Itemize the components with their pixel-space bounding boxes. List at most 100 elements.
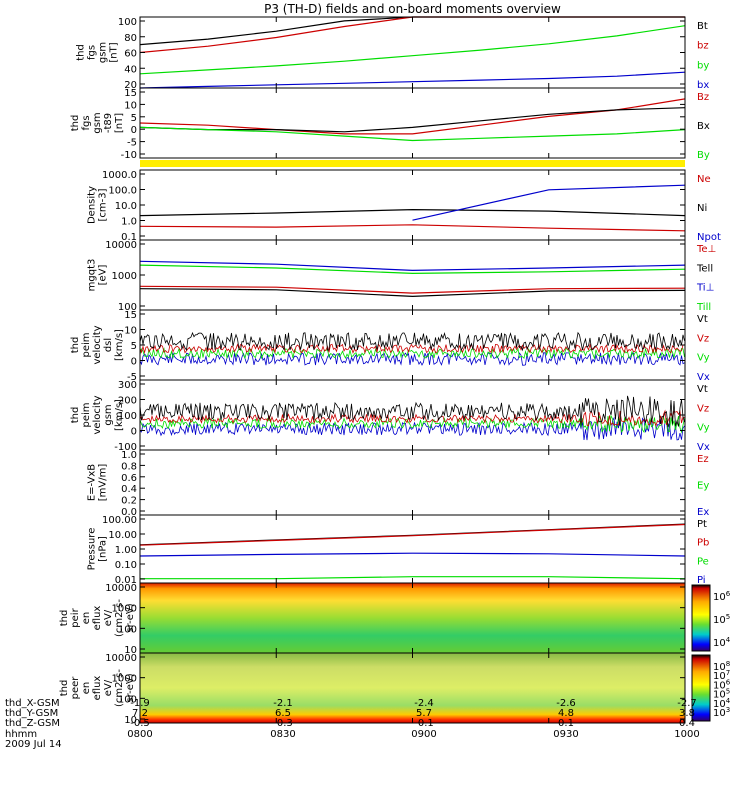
footer-x-value: -2.6 — [556, 698, 576, 709]
panel-frame — [139, 239, 686, 311]
legend-label: Pi — [697, 575, 706, 586]
colorbar-tick-label: 108 — [713, 660, 730, 673]
footer-x-value: -2.4 — [414, 698, 434, 709]
colorbar-tick-label: 105 — [713, 613, 730, 626]
page-title: P3 (TH-D) fields and on-board moments ov… — [264, 2, 561, 16]
y-tick-label: 20 — [124, 80, 137, 91]
y-tick-label: 300 — [118, 380, 137, 391]
legend-label: Vx — [697, 372, 710, 383]
legend-label: Bt — [697, 21, 708, 32]
y-axis-label: E=-VxB[mV/m] — [87, 464, 109, 502]
legend-label: bx — [697, 80, 709, 91]
footer-label-y: thd_Y-GSM — [5, 708, 59, 720]
y-axis-label: thdpeimvelocitydsl[km/s] — [70, 325, 125, 364]
series-line-by — [139, 126, 686, 142]
legend-label: Tell — [696, 263, 713, 274]
footer-time-value: 0830 — [270, 728, 296, 740]
legend-label: Vz — [697, 403, 709, 414]
velocity-trace-green — [139, 347, 685, 360]
legend-label: Ne — [697, 174, 711, 185]
panel-frame — [139, 16, 686, 89]
y-tick-label: 1000 — [112, 271, 137, 282]
y-tick-label: 0 — [131, 125, 137, 136]
footer-label-date: 2009 Jul 14 — [5, 738, 62, 750]
y-tick-label: 1.0 — [121, 450, 137, 461]
y-tick-label: 100 — [118, 17, 137, 28]
footer-z-value: -0.1 — [414, 718, 434, 730]
y-axis-label: Density[cm-3] — [87, 186, 109, 224]
legend-label: Npot — [697, 232, 721, 243]
y-tick-label: -100 — [114, 442, 137, 453]
legend-label: Bz — [697, 92, 709, 103]
y-tick-label: 200 — [118, 396, 137, 407]
panel-frame — [139, 449, 686, 516]
legend-label: Vt — [697, 314, 708, 325]
y-tick-label: 100 — [118, 411, 137, 422]
footer-column: -2.7 3.8 0.4 1000 — [662, 698, 712, 740]
series-line-bx — [139, 107, 686, 133]
legend-label: Bx — [697, 121, 710, 132]
y-tick-label: 0.1 — [121, 232, 137, 243]
y-axis-label: mgqt3[eV] — [87, 259, 109, 292]
y-tick-label: 0.6 — [121, 473, 137, 484]
series-line-te⊥ — [139, 285, 686, 294]
panel-frame — [139, 514, 686, 584]
y-tick-label: 40 — [124, 64, 137, 75]
series-line-by — [139, 25, 686, 75]
y-tick-label: 1000.0 — [102, 170, 137, 181]
footer-x-value: -1.9 — [130, 698, 150, 709]
spectrogram-ion — [140, 583, 685, 653]
velocity-trace-blue — [139, 416, 685, 441]
legend-label: bz — [697, 41, 709, 52]
series-line-bz — [139, 98, 686, 135]
y-tick-label: -10 — [121, 150, 137, 161]
series-line-bz — [139, 16, 685, 54]
y-tick-label: 0.0 — [121, 507, 137, 518]
legend-label: Pb — [697, 538, 709, 549]
legend-label: Till — [696, 302, 711, 313]
series-line-npot — [412, 184, 686, 221]
y-tick-label: 1000 — [112, 604, 137, 615]
y-tick-label: 10 — [124, 645, 137, 656]
footer-label-x: thd_X-GSM — [5, 698, 60, 709]
colorbar-tick-label: 107 — [713, 669, 730, 682]
y-tick-label: 10 — [124, 100, 137, 111]
y-tick-label: 10000 — [105, 583, 137, 594]
colorbar-tick-label: 104 — [713, 697, 731, 710]
series-line-ne — [139, 224, 686, 232]
footer-y-value: 3.8 — [679, 708, 695, 720]
footer-y-value: 6.5 — [275, 708, 291, 720]
legend-label: Ni — [697, 203, 707, 214]
series-line-bx — [139, 71, 686, 89]
velocity-trace-green — [139, 414, 685, 434]
legend-label: Vz — [697, 333, 709, 344]
y-axis-label: thdpeimvelocitygsm[km/s] — [70, 395, 125, 434]
y-axis-label: thdpeerenefluxeV/(cm2-s-sr-eV) — [59, 669, 136, 707]
y-axis-label: thdpeirenefluxeV/(cm2-s-sr-eV) — [59, 599, 136, 637]
footer-z-value: -0.5 — [130, 718, 150, 730]
footer-z-value: 0.4 — [679, 718, 695, 730]
panel-frame — [139, 87, 686, 159]
legend-label: Vx — [697, 442, 710, 453]
y-tick-label: 0 — [131, 427, 137, 438]
footer-x-value: -2.7 — [677, 698, 697, 709]
y-tick-label: 0 — [131, 357, 137, 368]
footer-time-value: 0930 — [553, 728, 579, 740]
legend-label: Ti⊥ — [696, 283, 714, 294]
y-tick-label: -5 — [127, 138, 137, 149]
legend-label: Ez — [697, 454, 709, 465]
colorbar-tick-label: 104 — [713, 636, 731, 649]
footer-y-value: 7.2 — [132, 708, 148, 720]
colorbar-tick-label: 105 — [713, 688, 730, 701]
colorbar-tick-label: 103 — [713, 706, 730, 719]
y-tick-label: 1.00 — [115, 545, 137, 556]
y-tick-label: 5 — [131, 113, 137, 124]
legend-label: by — [697, 60, 709, 71]
velocity-trace-black — [139, 395, 685, 428]
y-tick-label: 10000 — [105, 240, 137, 251]
y-tick-label: 10.0 — [115, 201, 137, 212]
series-line-pi — [139, 552, 686, 557]
legend-label: Ey — [697, 481, 709, 492]
legend-label: Vt — [697, 384, 708, 395]
